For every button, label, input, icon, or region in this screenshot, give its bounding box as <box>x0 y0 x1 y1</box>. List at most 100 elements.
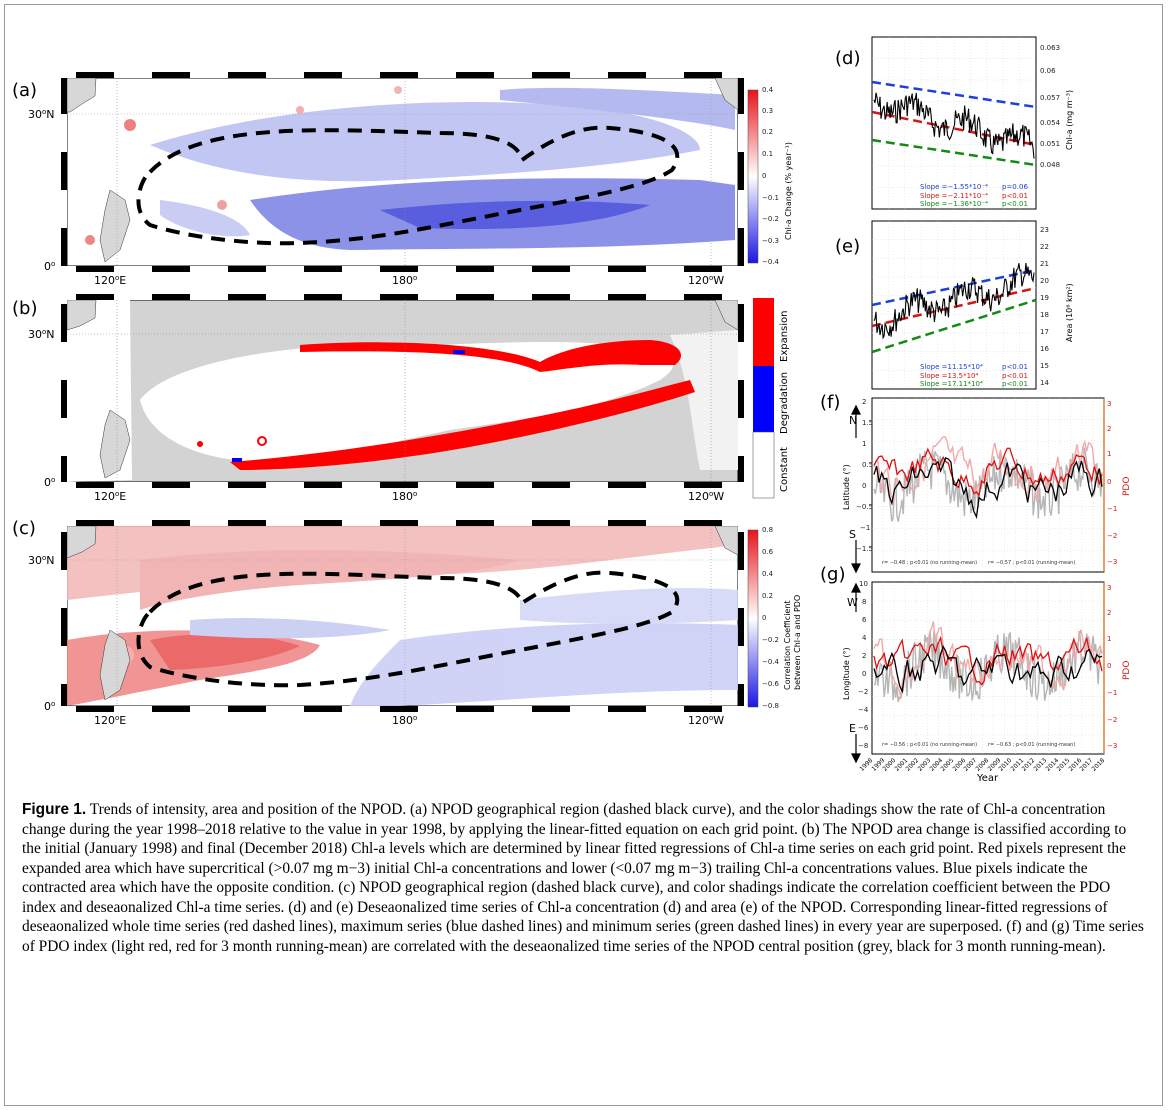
panel-f-letter: (f) <box>820 392 841 413</box>
north-label: N <box>849 414 858 427</box>
chart-f <box>871 397 1105 573</box>
panel-g-letter: (g) <box>820 564 846 585</box>
stat-row: Slope =−2.11*10⁻⁴ p<0.01 <box>920 191 1028 200</box>
chart-e-ytick: 20 <box>1040 277 1049 285</box>
chart-f-ytick: 1.5 <box>862 419 874 427</box>
chart-f-ytick-right: −3 <box>1107 558 1118 566</box>
chart-e-ytick: 18 <box>1040 311 1049 319</box>
map-b-lon-120e: 120oE <box>94 490 127 503</box>
chart-d <box>871 36 1037 210</box>
chart-f-ytick: −1 <box>860 524 871 532</box>
chart-e-ytick: 15 <box>1040 362 1049 370</box>
chart-g-ylabel: Longitude (°) <box>842 647 851 700</box>
legend-constant-swatch <box>752 431 775 499</box>
chart-g-ytick-right: 1 <box>1107 635 1112 643</box>
map-b-lat-30: 30oN <box>28 328 55 341</box>
chart-g-ytick-right: 2 <box>1107 609 1112 617</box>
chart-g-xlabel: Year <box>977 773 999 784</box>
legend-expansion-swatch <box>753 298 774 366</box>
map-c-lon-180: 180o <box>392 714 418 727</box>
caption-label: Figure 1. <box>22 801 87 818</box>
chart-g-ytick: 6 <box>862 616 867 624</box>
chart-g-ytick: 0 <box>862 670 867 678</box>
panel-d-letter: (d) <box>835 48 861 69</box>
panel-a-letter: (a) <box>12 80 38 101</box>
map-c <box>61 520 759 712</box>
colorbar-a-tick: 0 <box>762 172 767 180</box>
colorbar-a-tick: 0.3 <box>762 107 774 115</box>
chart-e-ytick: 14 <box>1040 379 1049 387</box>
panel-e-letter: (e) <box>835 236 861 257</box>
chart-g-corr-right: r= −0.63 ; p<0.01 (running-mean) <box>988 742 1076 748</box>
chart-g-ytick-right: −2 <box>1107 716 1118 724</box>
colorbar-a-tick: −0.4 <box>762 258 779 266</box>
stat-row: Slope =11.15*10⁴ p<0.01 <box>920 363 1028 371</box>
map-a-lon-180: 180o <box>392 274 418 287</box>
chart-f-ytick-right: 2 <box>1107 425 1112 433</box>
chart-f-corr-right: r= −0.57 ; p<0.01 (running-mean) <box>988 560 1076 566</box>
chart-d-ytick: 0.063 <box>1040 44 1061 52</box>
chart-d-ytick: 0.051 <box>1040 140 1061 148</box>
chart-g-ytick-right: −3 <box>1107 742 1118 750</box>
chart-e-ytick: 22 <box>1040 243 1049 251</box>
chart-f-ytick: 0.5 <box>862 461 874 469</box>
map-c-lon-120e: 120oE <box>94 714 127 727</box>
map-a-lat-30: 30oN <box>28 108 55 121</box>
colorbar-c-tick: 0 <box>762 614 767 622</box>
colorbar-a-tick: −0.1 <box>762 194 779 202</box>
chart-e-ytick: 17 <box>1040 328 1049 336</box>
chart-d-ytick: 0.054 <box>1040 119 1061 127</box>
map-c-lon-120w: 120oW <box>688 714 725 727</box>
chart-g-ytick: −6 <box>858 724 869 732</box>
map-panels <box>61 72 775 712</box>
chart-g-ytick: 8 <box>862 598 867 606</box>
map-b-lon-120w: 120oW <box>688 490 725 503</box>
chart-f-ytick-right: 3 <box>1107 400 1112 408</box>
map-a-shading <box>85 86 735 250</box>
chart-e-ytick: 19 <box>1040 294 1049 302</box>
colorbar-a-tick: 0.4 <box>762 86 774 94</box>
map-c-lat-0: 0o <box>44 700 56 713</box>
colorbar-a-tick: 0.1 <box>762 150 774 158</box>
chart-f-ytick: 0 <box>862 482 867 490</box>
stat-row: Slope =−1.36*10⁻⁴ p<0.01 <box>920 200 1028 208</box>
chart-g-ytick: −2 <box>858 688 869 696</box>
colorbar-a-tick: 0.2 <box>762 128 774 136</box>
chart-g-ytick-right: 0 <box>1107 662 1112 670</box>
map-a <box>61 72 759 272</box>
chart-f-ytick-right: −2 <box>1107 532 1118 540</box>
stat-row: Slope =17.11*10⁴ p<0.01 <box>920 380 1028 388</box>
map-a-lat-0: 0o <box>44 260 56 273</box>
caption-text: Trends of intensity, area and position o… <box>22 801 1144 955</box>
map-b <box>61 294 775 499</box>
chart-f-ylabel-right: PDO <box>1122 476 1132 496</box>
figure-frame <box>4 4 1163 1106</box>
map-b-lat-0: 0o <box>44 476 56 489</box>
chart-e-stats: Slope =11.15*10⁴ p<0.01 Slope =13.5*10⁴ p<… <box>920 363 1028 389</box>
map-c-lat-30: 30oN <box>28 554 55 567</box>
panel-c-letter: (c) <box>12 518 36 539</box>
chart-f-ytick-right: 0 <box>1107 478 1112 486</box>
direction-arrows <box>851 404 861 764</box>
chart-f-ytick-right: −1 <box>1107 505 1118 513</box>
chart-g-ytick: 10 <box>859 580 868 588</box>
chart-g-ytick: −8 <box>858 742 869 750</box>
chart-e-ylabel: Area (10⁶ km²) <box>1065 283 1074 342</box>
colorbar-c-tick: −0.4 <box>762 658 779 666</box>
chart-f-ytick: −1.5 <box>856 545 873 553</box>
chart-f-ylabel: Latitude (°) <box>842 464 851 510</box>
chart-d-ytick: 0.06 <box>1040 67 1056 75</box>
colorbar-c-tick: 0.8 <box>762 526 774 534</box>
colorbar-a-tick: −0.2 <box>762 215 779 223</box>
west-label: W <box>847 596 858 609</box>
chart-f-ytick: −0.5 <box>856 503 873 511</box>
chart-e <box>871 220 1037 390</box>
map-a-lon-120e: 120oE <box>94 274 127 287</box>
chart-e-ytick: 23 <box>1040 226 1049 234</box>
chart-g <box>871 581 1105 755</box>
colorbar-c-tick: −0.2 <box>762 636 779 644</box>
map-b-lon-180: 180o <box>392 490 418 503</box>
chart-f-ytick-right: 1 <box>1107 450 1112 458</box>
stat-row: Slope =13.5*10⁴ p<0.01 <box>920 371 1028 380</box>
time-series-panels <box>851 36 1105 764</box>
